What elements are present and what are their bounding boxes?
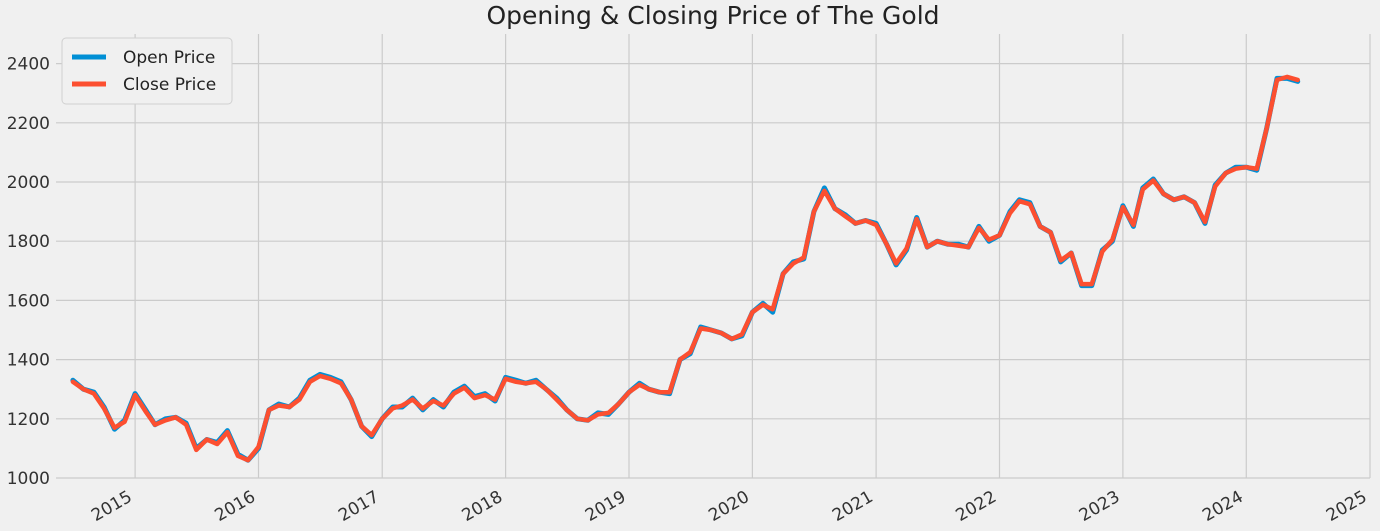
y-tick-label: 2200	[7, 114, 50, 134]
y-grid-lines	[56, 62, 1370, 479]
legend-label-close-price: Close Price	[123, 75, 216, 95]
y-tick-label: 1800	[7, 232, 50, 252]
y-tick-label: 1200	[7, 410, 50, 430]
y-axis-ticks: 1000 1200 1400 1600 1800 2000 2200 2400	[7, 55, 50, 489]
series-lines	[70, 74, 1301, 463]
y-tick-label: 1600	[7, 291, 50, 311]
legend[interactable]: Open Price Close Price	[61, 37, 233, 105]
chart-title: Opening & Closing Price of The Gold	[486, 1, 939, 30]
plot-area	[56, 34, 1371, 479]
y-tick-label: 2000	[7, 173, 50, 193]
y-tick-label: 2400	[7, 55, 50, 75]
legend-label-open-price: Open Price	[123, 48, 215, 68]
y-tick-label: 1400	[7, 351, 50, 371]
y-tick-label: 1000	[7, 469, 50, 489]
x-grid-lines	[134, 34, 1371, 478]
series-line-close-price	[70, 74, 1300, 463]
